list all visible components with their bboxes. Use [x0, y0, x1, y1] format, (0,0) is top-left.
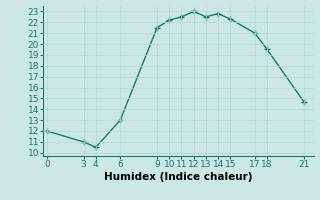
- X-axis label: Humidex (Indice chaleur): Humidex (Indice chaleur): [104, 172, 253, 182]
